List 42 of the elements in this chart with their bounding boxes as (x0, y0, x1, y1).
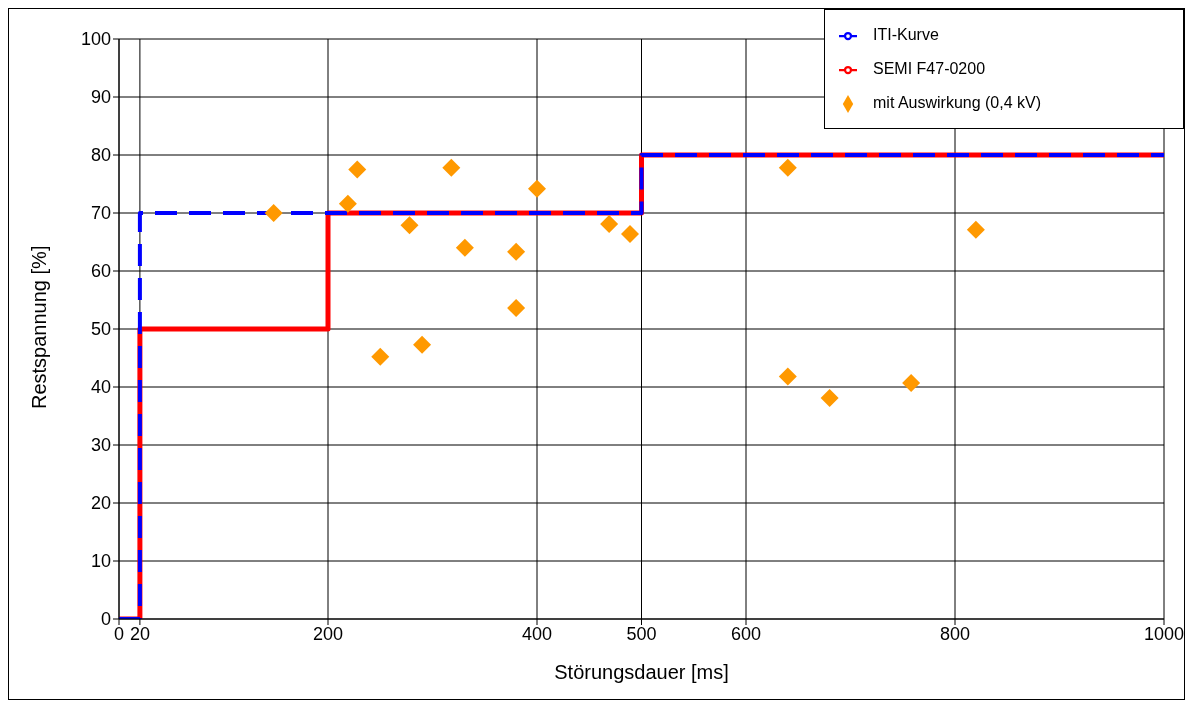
point (600, 215, 619, 234)
y-tick-label: 80 (90, 145, 111, 166)
y-tick-label: 30 (90, 435, 111, 456)
x-tick-label: 0 (113, 623, 125, 644)
point (778, 367, 797, 386)
y-tick-label: 70 (90, 203, 111, 224)
x-tick-label: 200 (312, 623, 344, 644)
x-tick-label: 20 (129, 623, 150, 644)
x-axis-title: Störungsdauer [ms] (554, 661, 729, 683)
y-axis-title: Restspannung [%] (28, 245, 51, 409)
legend-label: mit Auswirkung (0,4 kV) (873, 94, 1042, 111)
y-tick-label: 40 (90, 377, 111, 398)
point (400, 216, 419, 235)
y-tick-label: 10 (90, 551, 111, 572)
point (413, 335, 432, 354)
x-tick-label: 400 (521, 623, 553, 644)
point (264, 204, 283, 222)
x-tick-label: 600 (730, 623, 762, 644)
y-tick-label: 90 (90, 87, 111, 108)
point (442, 158, 461, 177)
point (621, 224, 640, 243)
point (371, 347, 390, 366)
point (778, 158, 797, 177)
y-tick-label: 50 (90, 319, 111, 340)
point (507, 242, 526, 261)
point (338, 194, 357, 213)
y-tick-label: 100 (80, 29, 111, 50)
point (348, 160, 367, 179)
x-tick-label: 800 (939, 623, 971, 644)
point (507, 299, 526, 318)
point (902, 373, 921, 392)
legend-label: SEMI F47-0200 (873, 60, 986, 77)
x-tick-label: 1000 (1143, 623, 1185, 644)
y-tick-label: 60 (90, 261, 111, 282)
point (966, 220, 985, 239)
point (820, 389, 839, 408)
y-tick-label: 0 (100, 609, 111, 630)
legend-label: ITI-Kurve (873, 26, 939, 43)
point (528, 179, 546, 198)
point (455, 238, 474, 257)
x-tick-label: 500 (626, 623, 657, 644)
y-tick-label: 20 (90, 493, 111, 514)
